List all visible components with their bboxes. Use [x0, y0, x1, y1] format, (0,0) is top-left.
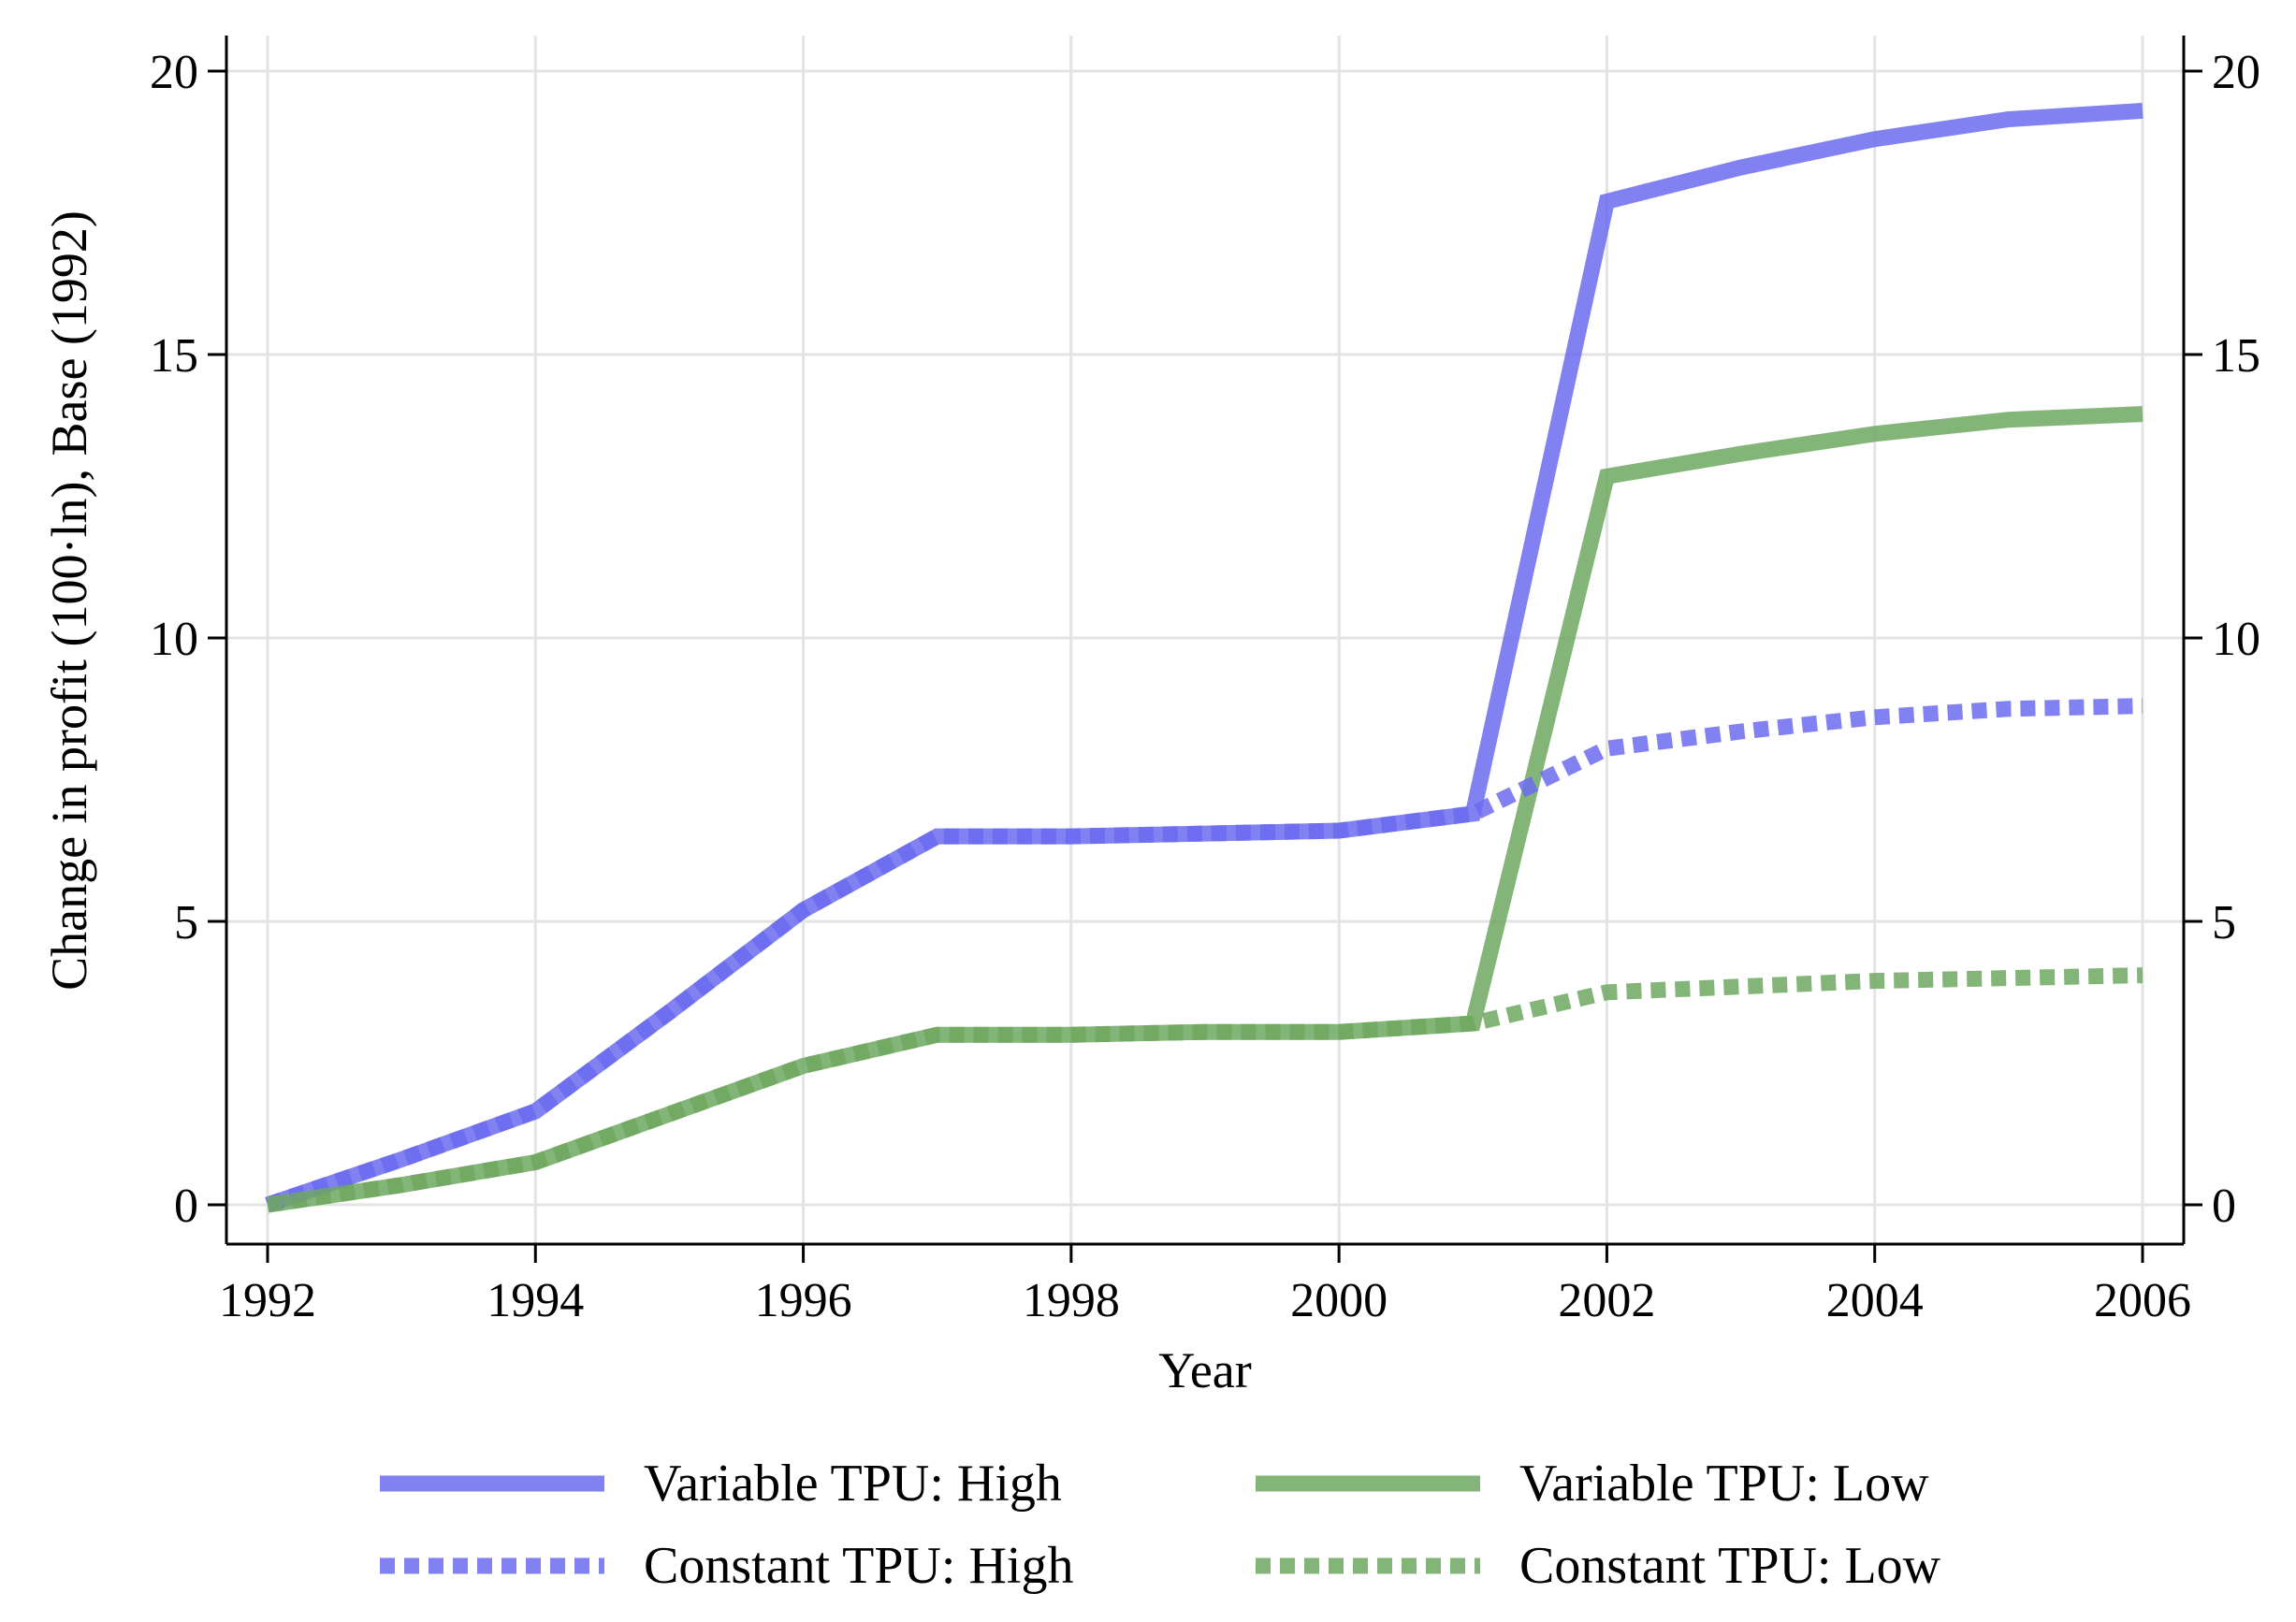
y-tick-label-right-20: 20 — [2212, 46, 2260, 99]
x-tick-label-2002: 2002 — [1558, 1274, 1655, 1327]
y-tick-label-right-0: 0 — [2212, 1180, 2236, 1233]
x-tick-label-1996: 1996 — [755, 1274, 852, 1327]
x-tick-label-1998: 1998 — [1023, 1274, 1120, 1327]
x-tick-label-2006: 2006 — [2094, 1274, 2191, 1327]
series-lines — [265, 102, 2143, 1213]
y-tick-label-right-10: 10 — [2212, 613, 2260, 666]
legend-label-variable-tpu-high: Variable TPU: High — [644, 1455, 1062, 1513]
y-tick-label-left-0: 0 — [174, 1180, 198, 1233]
series-line-constant-tpu-high — [265, 698, 2143, 1213]
x-tick-label-1992: 1992 — [219, 1274, 316, 1327]
series-line-variable-tpu-high — [265, 102, 2143, 1213]
legend-label-constant-tpu-low: Constant TPU: Low — [1519, 1537, 1941, 1595]
x-tick-label-2004: 2004 — [1826, 1274, 1924, 1327]
series-line-constant-tpu-low — [266, 967, 2143, 1213]
x-axis-title: Year — [1158, 1342, 1252, 1398]
gridlines — [226, 36, 2184, 1244]
legend-label-variable-tpu-low: Variable TPU: Low — [1519, 1455, 1929, 1513]
y-tick-label-left-5: 5 — [174, 896, 198, 949]
y-tick-label-right-15: 15 — [2212, 329, 2260, 383]
y-tick-label-right-5: 5 — [2212, 896, 2236, 949]
axes — [208, 36, 2202, 1263]
x-tick-label-2000: 2000 — [1290, 1274, 1388, 1327]
tick-labels: 0 0 5 5 10 10 15 15 20 20 1992 1994 1996 1998 2000 2002… — [150, 46, 2260, 1327]
series-line-variable-tpu-low — [266, 406, 2143, 1213]
legend-label-constant-tpu-high: Constant TPU: High — [644, 1537, 1073, 1595]
y-axis-title: Change in profit (100·ln), Base (1992) — [41, 210, 97, 991]
y-tick-label-left-10: 10 — [150, 613, 198, 666]
y-tick-label-left-15: 15 — [150, 329, 198, 383]
legend: Variable TPU: High Variable TPU: Low Const… — [380, 1455, 1941, 1595]
y-tick-label-left-20: 20 — [150, 46, 198, 99]
x-tick-label-1994: 1994 — [487, 1274, 584, 1327]
